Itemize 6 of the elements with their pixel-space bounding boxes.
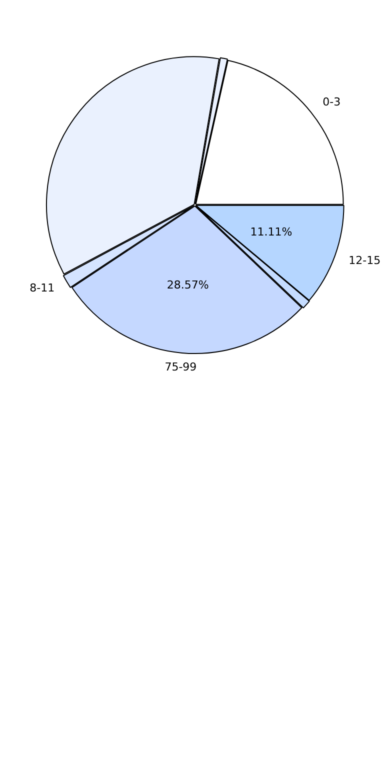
data-label: 11.11% [250, 226, 292, 239]
slice-label: 8-11 [30, 282, 55, 295]
slice-label: 0-3 [322, 96, 341, 109]
slice-label: 12-15 [348, 254, 381, 267]
data-label: 28.57% [166, 278, 209, 292]
slice-label: 75-99 [164, 360, 197, 374]
